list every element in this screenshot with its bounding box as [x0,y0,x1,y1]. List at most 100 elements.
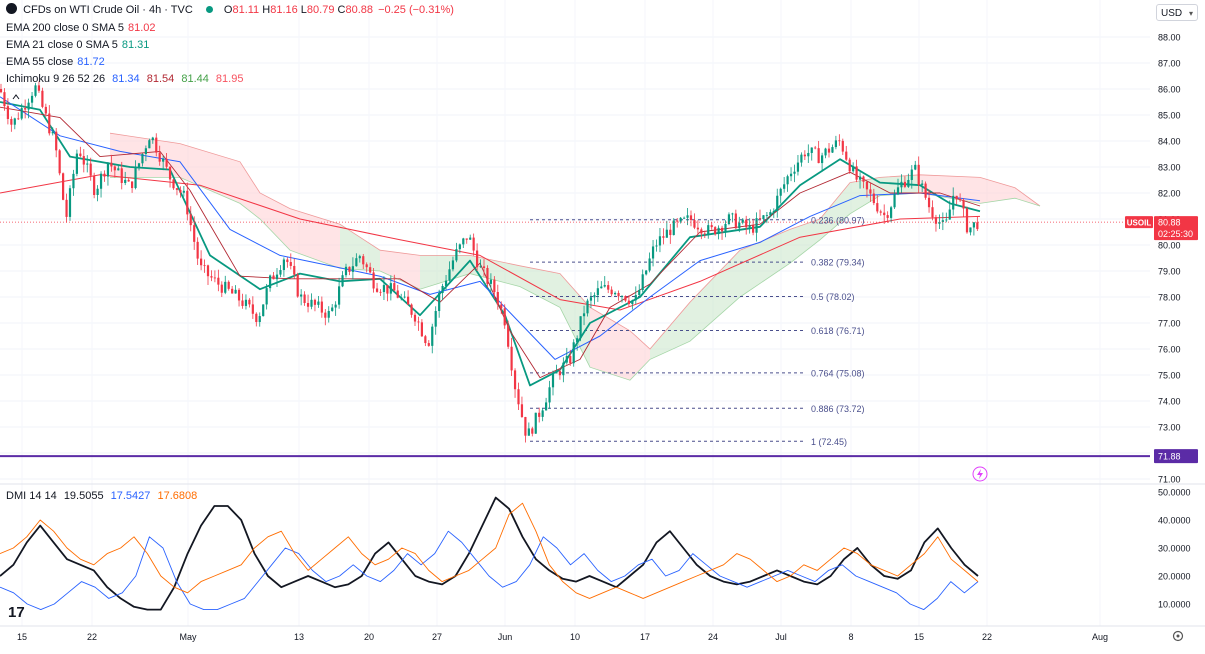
price-change: −0.25 (−0.31%) [378,4,454,16]
settings-gear-icon [1172,630,1184,642]
market-status-icon [205,6,213,13]
candle-body [462,238,465,245]
indicator-ema200[interactable]: EMA 200 close 0 SMA 5 81.02 [6,22,156,34]
candle-body [20,108,23,119]
symbol-legend[interactable]: CFDs on WTI Crude Oil · 4h · TVC O81.11 … [6,3,454,17]
candle-body [141,153,144,164]
candle-body [162,158,165,162]
candle-body [655,245,658,247]
candle-body [431,326,434,346]
candle-body [458,244,461,250]
candle-body [776,195,779,212]
candle-body [755,218,758,233]
candle-body [362,256,365,265]
candle-body [914,164,917,170]
dmi-axis-tick: 40.0000 [1158,516,1191,526]
candle-body [959,199,962,201]
candle-body [696,227,699,230]
candle-body [841,140,844,152]
candle-body [669,229,672,236]
candle-body [634,295,637,301]
candle-body [945,219,948,221]
cloud-segment [290,208,340,269]
candle-body [593,295,596,298]
candle-body [424,336,427,344]
tradingview-logo: 17 [8,604,25,621]
price-axis-tick: 74.00 [1158,397,1181,407]
candle-body [327,310,330,318]
candle-body [617,292,620,297]
cloud-segment [260,193,290,251]
candle-body [389,283,392,294]
candle-body [734,213,737,229]
candle-body [648,258,651,271]
ma-line-ema-200 [0,174,981,311]
time-axis-tick: 8 [848,632,853,642]
candle-body [779,188,782,196]
price-axis-tick: 77.00 [1158,319,1181,329]
candle-body [872,193,875,204]
candle-body [407,296,410,305]
time-axis-tick: 13 [294,632,304,642]
symbol-title[interactable]: CFDs on WTI Crude Oil · 4h · TVC [23,4,193,16]
dmi-line-di [0,502,979,599]
candle-body [417,321,420,323]
candle-body [838,140,841,142]
candle-body [386,285,389,294]
time-axis-tick: 15 [17,632,27,642]
candle-body [500,304,503,309]
candle-body [862,176,865,182]
candle-body [79,153,82,157]
candle-body [355,258,358,267]
dmi-line-adx [0,496,979,611]
candle-body [641,274,644,291]
candle-body [517,389,520,405]
candle-body [300,294,303,297]
candle-body [607,285,610,290]
candle-body [717,227,720,235]
indicator-ema21[interactable]: EMA 21 close 0 SMA 5 81.31 [6,39,150,51]
candle-body [465,238,468,240]
last-price-value: 80.88 [1158,218,1181,228]
dmi-axis-tick: 20.0000 [1158,572,1191,582]
symbol-icon [6,3,17,14]
candle-body [965,208,969,233]
symbol-badge [1125,216,1153,229]
indicator-ema55[interactable]: EMA 55 close 81.72 [6,56,105,68]
candle-body [672,220,675,236]
cloud-segment [420,255,470,290]
candle-body [286,259,289,263]
candle-body [869,189,872,194]
indicator-dmi[interactable]: DMI 14 14 19.5055 17.5427 17.6808 [6,490,198,502]
candle-body [858,176,862,180]
candle-body [144,148,147,154]
candle-body [890,207,893,218]
candle-body [538,412,541,417]
candle-body [510,346,513,371]
grid-layer [0,0,1205,627]
candle-body [75,153,78,174]
candle-body [486,267,489,284]
candle-body [117,168,120,171]
candle-body [331,307,334,311]
candle-body [86,163,89,165]
candle-body [469,237,472,240]
candle-body [358,256,361,259]
candle-body [548,387,551,403]
candle-body [793,171,796,174]
candle-body [689,215,693,221]
candle-body [520,404,524,417]
candle-body [213,277,216,279]
candle-body [931,207,934,218]
currency-select[interactable]: USD ▾ [1156,4,1198,21]
candle-body [396,290,399,298]
cloud-segment [240,161,260,219]
candle-body [403,296,406,298]
indicator-ichimoku[interactable]: Ichimoku 9 26 52 26 81.34 81.54 81.44 81… [6,73,244,85]
candle-body [334,304,337,308]
candle-body [72,173,75,189]
candle-body [752,225,755,233]
candle-body [576,338,579,343]
